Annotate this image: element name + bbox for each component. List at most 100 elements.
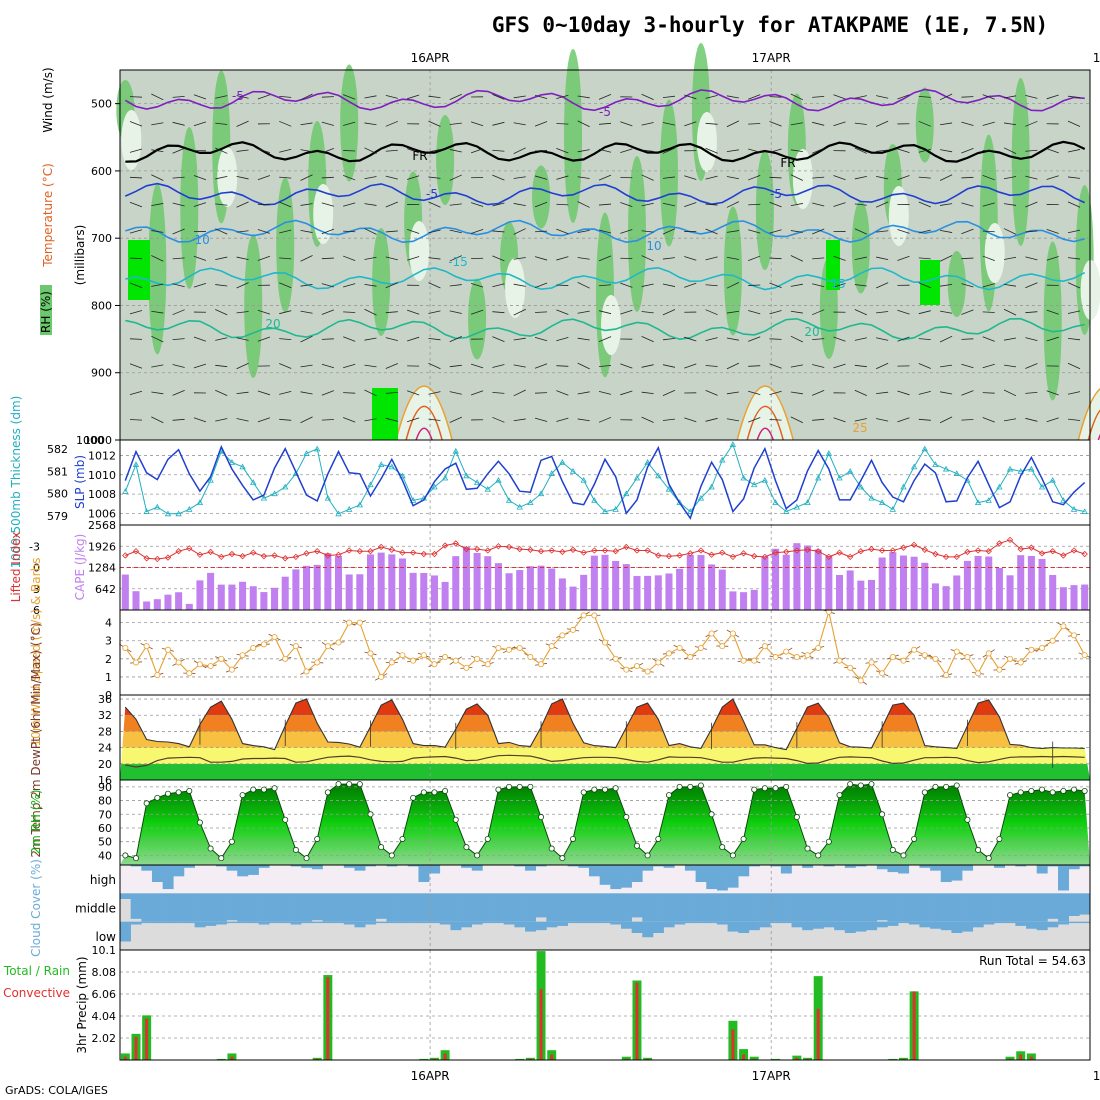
cloud-high-bar bbox=[823, 865, 835, 867]
rh-dry-area bbox=[217, 147, 238, 207]
cloud-low-bar bbox=[908, 921, 920, 925]
wind-barb bbox=[428, 120, 441, 127]
cloud-low-bar bbox=[365, 921, 377, 925]
wind-barb bbox=[321, 390, 335, 396]
cloud-middle-bar bbox=[301, 893, 313, 922]
wind-barb bbox=[939, 93, 953, 101]
cloud-high-bar bbox=[876, 865, 888, 870]
wind10-point bbox=[825, 608, 832, 615]
wind-barb bbox=[343, 150, 356, 152]
rh2m-point bbox=[122, 852, 129, 859]
cape-bar bbox=[164, 594, 172, 610]
cloud-low-bar bbox=[397, 921, 409, 924]
wind-barb bbox=[833, 202, 846, 207]
wind-barb bbox=[876, 230, 889, 233]
cloud-middle-bar bbox=[215, 893, 227, 922]
lifted-tick: 0 bbox=[33, 562, 40, 575]
cape-bar bbox=[132, 591, 140, 610]
rh2m-point bbox=[975, 846, 982, 853]
contour-label: -5 bbox=[770, 187, 782, 201]
wind10-point bbox=[132, 659, 139, 666]
wind-barb bbox=[428, 149, 441, 153]
rh-saturated-area bbox=[372, 388, 398, 440]
wind-barb bbox=[513, 203, 526, 207]
wind-barb bbox=[172, 257, 185, 260]
wind-barb bbox=[343, 255, 356, 262]
cloud-middle-bar bbox=[620, 893, 632, 922]
wind10-point bbox=[953, 648, 960, 655]
wind-barb bbox=[428, 362, 441, 370]
wind-barb bbox=[918, 338, 931, 340]
lifted-index-point bbox=[516, 545, 523, 553]
wind-barb bbox=[748, 390, 761, 395]
temperature-legend-label: Temperature (°C) bbox=[41, 163, 55, 268]
cloud-low-bar bbox=[663, 921, 675, 928]
cloud-low-bar bbox=[748, 921, 760, 931]
wind10-point bbox=[474, 655, 481, 662]
wind-barb bbox=[918, 148, 931, 153]
cloud-low-bar bbox=[834, 921, 846, 931]
wind-barb bbox=[257, 175, 271, 181]
contour-label: 15 bbox=[830, 277, 845, 291]
wind-barb bbox=[769, 148, 782, 153]
rh-moist-area bbox=[468, 278, 487, 360]
cape-bar bbox=[921, 562, 929, 610]
wind-barb bbox=[982, 392, 995, 394]
cloud-high-bar bbox=[407, 865, 419, 867]
cloud-low-bar bbox=[578, 921, 590, 924]
cloud-middle-bar bbox=[674, 893, 686, 922]
thickness-point bbox=[132, 461, 140, 468]
wind-barb bbox=[492, 202, 505, 207]
wind-barb bbox=[854, 256, 867, 261]
wind10-point bbox=[719, 643, 726, 650]
rh2m-point bbox=[250, 786, 257, 793]
wind-barb bbox=[257, 309, 271, 315]
cape-bar bbox=[697, 555, 705, 610]
lifted-index-point bbox=[324, 552, 332, 559]
wind-barb bbox=[961, 148, 974, 154]
wind-barb bbox=[385, 256, 398, 261]
wind10-point bbox=[602, 639, 609, 646]
wind-barb bbox=[343, 230, 356, 233]
wind-barb bbox=[343, 311, 356, 313]
cloud-middle-bar bbox=[258, 893, 270, 922]
warm-dome bbox=[1077, 388, 1100, 441]
cape-bar bbox=[207, 572, 215, 610]
wind-barb bbox=[854, 228, 867, 235]
wind-barb bbox=[662, 257, 676, 260]
wind-barb bbox=[492, 283, 505, 288]
wind-barb bbox=[641, 391, 654, 395]
wind-barb bbox=[449, 174, 462, 181]
cloud-low-bar bbox=[162, 921, 174, 924]
thickness-point bbox=[548, 470, 555, 476]
rh2m-point bbox=[612, 785, 619, 792]
wind10-point bbox=[911, 646, 918, 653]
wind-barb bbox=[236, 149, 249, 152]
wind-barb bbox=[748, 174, 761, 181]
wind-barb bbox=[854, 95, 867, 99]
cape-bar bbox=[782, 554, 790, 610]
pressure-tick: 500 bbox=[91, 98, 112, 111]
wind10-point bbox=[815, 644, 822, 651]
wind-barb bbox=[151, 93, 164, 101]
thickness-point bbox=[804, 499, 811, 506]
slp-tick: 1012 bbox=[88, 449, 116, 462]
wind-barb bbox=[812, 364, 825, 368]
wind-barb bbox=[854, 284, 867, 287]
wind-barb bbox=[407, 336, 420, 342]
wind10-point bbox=[122, 644, 129, 651]
thickness-point bbox=[1017, 467, 1024, 474]
cloud-middle-bar bbox=[770, 893, 782, 922]
cloud-middle-bar bbox=[226, 893, 238, 921]
cloud-middle-bar bbox=[844, 893, 856, 922]
thickness-point bbox=[495, 476, 502, 483]
rh-moist-area bbox=[1043, 241, 1062, 401]
wind-barb bbox=[1067, 257, 1081, 260]
rh2m-point bbox=[921, 789, 928, 796]
thickness-tick: 579 bbox=[47, 510, 68, 523]
cape-bar bbox=[569, 586, 577, 610]
lifted-index-point bbox=[548, 547, 555, 554]
cape-bar bbox=[1081, 584, 1089, 610]
wind-barb bbox=[534, 256, 548, 261]
